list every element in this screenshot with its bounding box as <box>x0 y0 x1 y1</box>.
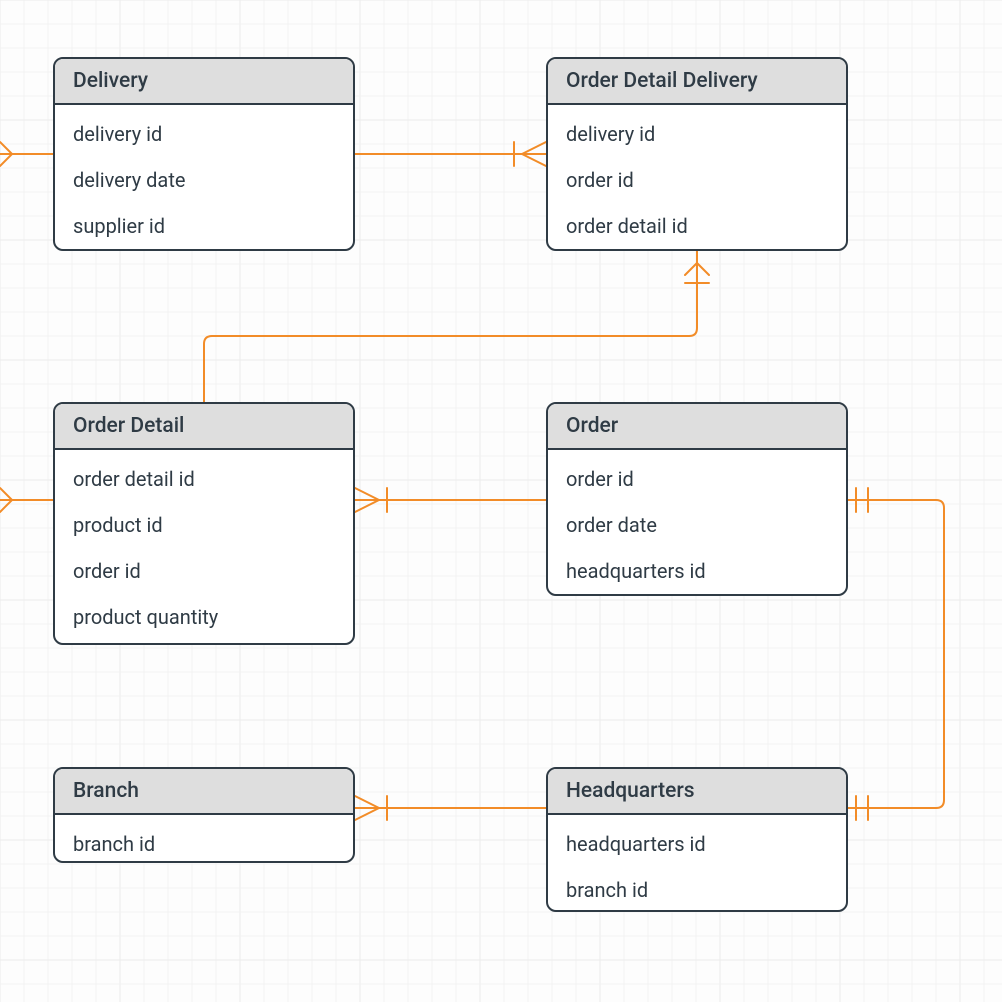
entity-attribute: delivery date <box>55 157 353 203</box>
entity-order-detail-delivery[interactable]: Order Detail Deliverydelivery idorder id… <box>546 57 848 251</box>
entity-headquarters[interactable]: Headquartersheadquarters idbranch id <box>546 767 848 912</box>
entity-attributes: delivery idorder idorder detail id <box>548 105 846 251</box>
entity-title: Order Detail <box>55 404 353 450</box>
entity-order[interactable]: Orderorder idorder dateheadquarters id <box>546 402 848 596</box>
entity-attribute: branch id <box>55 821 353 863</box>
entity-attributes: branch id <box>55 815 353 863</box>
entity-attribute: delivery id <box>55 111 353 157</box>
entity-title: Order Detail Delivery <box>548 59 846 105</box>
entity-attribute: order id <box>55 548 353 594</box>
entity-attribute: product quantity <box>55 594 353 640</box>
entity-title: Branch <box>55 769 353 815</box>
entity-attributes: order idorder dateheadquarters id <box>548 450 846 596</box>
entity-title: Order <box>548 404 846 450</box>
entity-attributes: headquarters idbranch id <box>548 815 846 912</box>
entity-attribute: order detail id <box>55 456 353 502</box>
entity-attribute: order id <box>548 157 846 203</box>
entity-delivery[interactable]: Deliverydelivery iddelivery datesupplier… <box>53 57 355 251</box>
entity-order-detail[interactable]: Order Detailorder detail idproduct idord… <box>53 402 355 645</box>
entity-attribute: order detail id <box>548 203 846 249</box>
entity-attribute: branch id <box>548 867 846 912</box>
entity-attributes: order detail idproduct idorder idproduct… <box>55 450 353 645</box>
entity-attribute: delivery id <box>548 111 846 157</box>
entity-title: Headquarters <box>548 769 846 815</box>
entity-attribute: headquarters id <box>548 821 846 867</box>
entity-attribute: order id <box>548 456 846 502</box>
entity-branch[interactable]: Branch branch id <box>53 767 355 863</box>
er-diagram-canvas: Deliverydelivery iddelivery datesupplier… <box>0 0 1002 1002</box>
entity-attribute: order date <box>548 502 846 548</box>
entity-attribute: supplier id <box>55 203 353 249</box>
entity-attribute: headquarters id <box>548 548 846 594</box>
entity-title: Delivery <box>55 59 353 105</box>
entity-attribute: product id <box>55 502 353 548</box>
entity-attributes: delivery iddelivery datesupplier id <box>55 105 353 251</box>
